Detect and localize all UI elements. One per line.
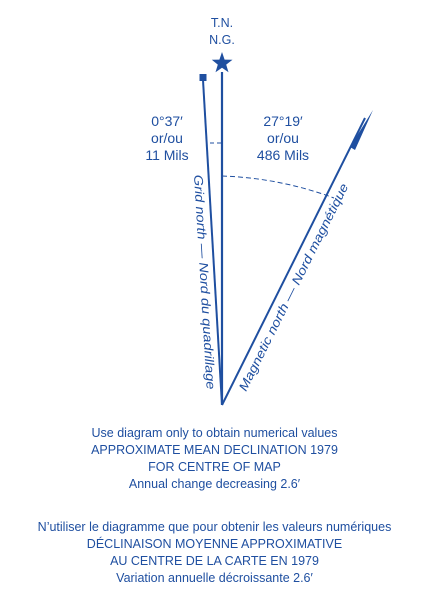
grid-angle-or: or/ou	[151, 130, 183, 146]
half-arrow-icon	[350, 110, 373, 150]
magnetic-angle-arc	[221, 175, 335, 199]
magnetic-angle-label: 27°19′ or/ou 486 Mils	[257, 113, 309, 163]
grid-north-top-label: N.G.	[209, 33, 235, 47]
magnetic-angle-mils: 486 Mils	[257, 147, 309, 163]
declination-diagram: T.N. N.G. 0°37′ or/ou 11 Mils 27°19′ or/…	[145, 16, 373, 406]
annual-change-note: Annual change decreasing 2.6′	[128, 477, 301, 491]
notes-english: Use diagram only to obtain numerical val…	[0, 425, 429, 493]
usage-note: Use diagram only to obtain numerical val…	[91, 426, 338, 440]
grid-angle-mils: 11 Mils	[145, 147, 188, 163]
declination-title-fr: DÉCLINAISON MOYENNE APPROXIMATIVE	[86, 537, 343, 551]
magnetic-angle-degrees: 27°19′	[263, 113, 303, 129]
square-marker-icon	[199, 74, 207, 81]
annual-change-note-fr: Variation annuelle décroissante 2.6′	[116, 571, 313, 585]
declination-title: APPROXIMATE MEAN DECLINATION 1979	[91, 443, 338, 457]
magnetic-north-label: Magnetic north — Nord magnétique	[236, 181, 351, 393]
notes-french: N’utiliser le diagramme que pour obtenir…	[0, 519, 429, 587]
star-icon	[211, 52, 233, 73]
grid-north-line	[202, 79, 223, 406]
map-centre-note: FOR CENTRE OF MAP	[148, 460, 281, 474]
grid-angle-label: 0°37′ or/ou 11 Mils	[145, 113, 188, 163]
magnetic-angle-or: or/ou	[267, 130, 299, 146]
map-centre-note-fr: AU CENTRE DE LA CARTE EN 1979	[110, 554, 319, 568]
grid-north-label: Grid north — Nord du quadrillage	[191, 174, 218, 390]
magnetic-north-line	[221, 117, 366, 406]
true-north-label: T.N.	[211, 16, 233, 30]
grid-angle-degrees: 0°37′	[151, 113, 183, 129]
usage-note-fr: N’utiliser le diagramme que pour obtenir…	[37, 520, 392, 534]
